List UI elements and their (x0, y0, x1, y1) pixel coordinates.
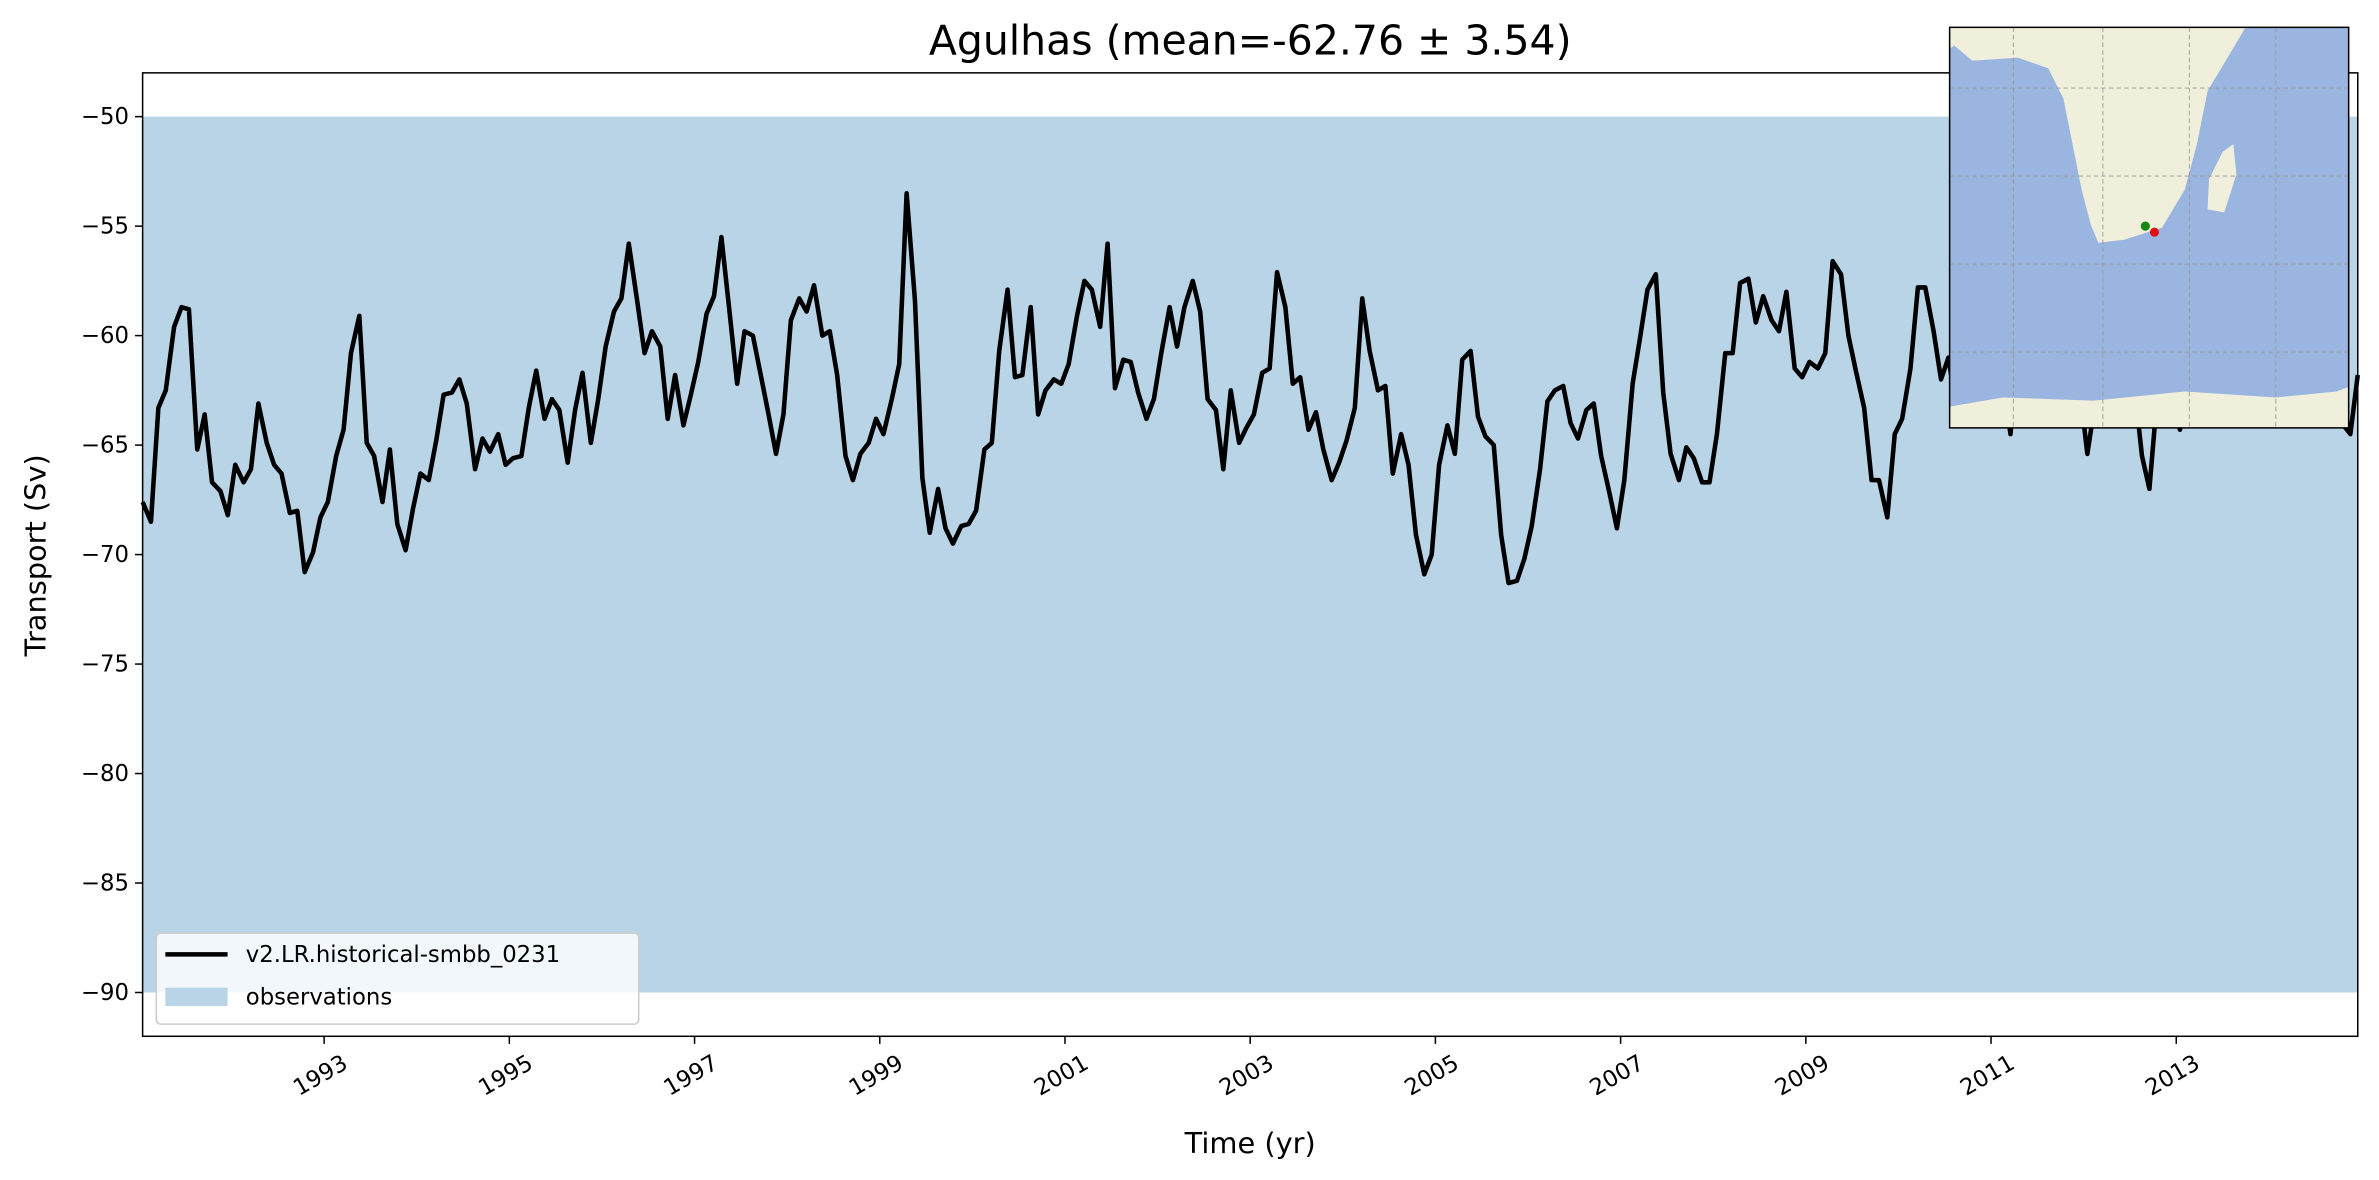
inset-grid (1949, 27, 2349, 428)
y-axis-label: Transport (Sv) (19, 454, 53, 657)
legend-label: observations (246, 984, 392, 1010)
x-tick-label: 1997 (659, 1050, 722, 1101)
x-tick-label: 2003 (1215, 1050, 1278, 1101)
x-tick-label: 1993 (289, 1050, 352, 1101)
x-tick-label: 1995 (474, 1050, 537, 1101)
x-tick-label: 1999 (845, 1050, 908, 1101)
y-tick-label: −55 (81, 214, 129, 240)
y-tick-label: −60 (81, 323, 129, 349)
inset-point-start (2140, 221, 2150, 231)
inset-frame (1948, 26, 2350, 429)
y-tick-label: −65 (81, 433, 129, 459)
x-axis-label: Time (yr) (1184, 1126, 1316, 1160)
y-tick-label: −90 (81, 980, 129, 1006)
x-tick-label: 2013 (2141, 1050, 2204, 1101)
x-tick-label: 2005 (1400, 1050, 1463, 1101)
x-tick-label: 2011 (1956, 1050, 2019, 1101)
inset-madagascar (2207, 144, 2237, 213)
legend-patch (165, 987, 228, 1006)
inset-map (1948, 26, 2350, 429)
y-tick-label: −75 (81, 652, 129, 678)
y-tick-label: −50 (81, 104, 129, 130)
legend-label: v2.LR.historical-smbb_0231 (246, 942, 560, 968)
legend-box (155, 932, 640, 1025)
y-tick-label: −85 (81, 871, 129, 897)
chart-title: Agulhas (mean=-62.76 ± 3.54) (929, 17, 1572, 65)
legend: v2.LR.historical-smbb_0231 observations (155, 932, 640, 1025)
y-tick-label: −80 (81, 761, 129, 787)
x-tick-label: 2009 (1771, 1050, 1834, 1101)
x-tick-label: 2007 (1586, 1050, 1649, 1101)
y-tick-label: −70 (81, 542, 129, 568)
inset-antarctica (1949, 386, 2349, 428)
x-tick-label: 2001 (1030, 1050, 1093, 1101)
inset-africa (1949, 27, 2246, 243)
inset-point-end (2149, 227, 2160, 237)
